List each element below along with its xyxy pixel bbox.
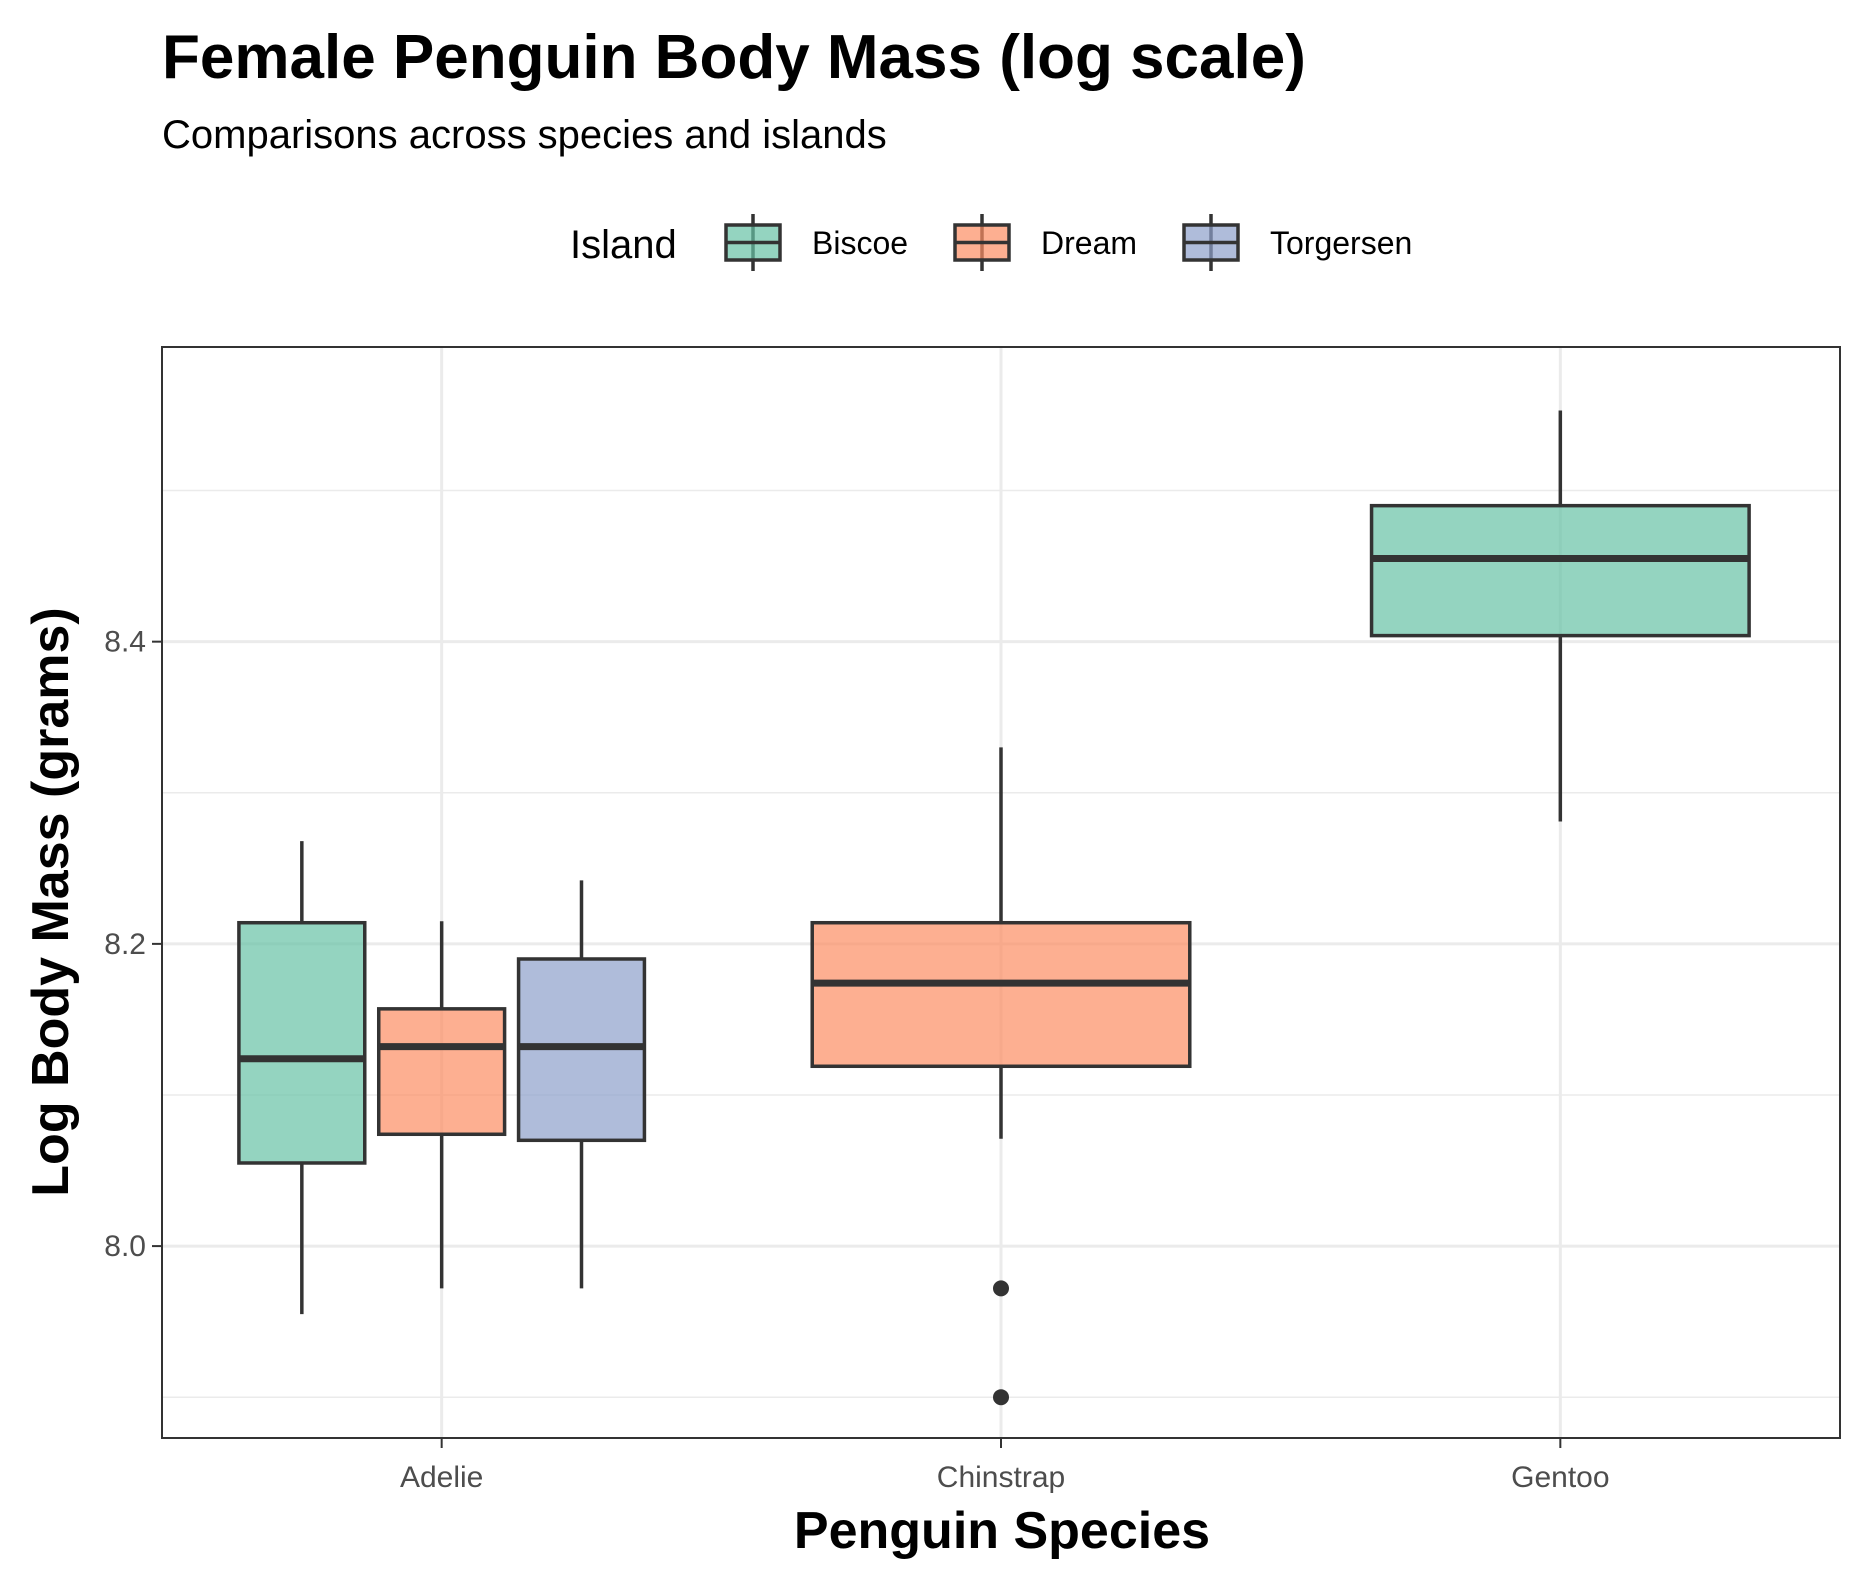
x-axis-title: Penguin Species [794,1502,1210,1560]
legend-label: Dream [1041,225,1137,261]
chart-title: Female Penguin Body Mass (log scale) [162,23,1306,92]
box-body [237,920,367,1165]
box-adelie-biscoe [237,841,367,1315]
outlier-point [993,1280,1009,1297]
chart-subtitle: Comparisons across species and islands [162,113,887,157]
y-tick-label: 8.0 [104,1230,146,1263]
y-axis-title: Log Body Mass (grams) [22,607,80,1196]
plot-area: 8.0 8.2 8.4 Adelie Chinstrap Gentoo [104,346,1841,1494]
box-body [376,1007,507,1137]
x-tick-label: Gentoo [1511,1461,1609,1494]
box-gentoo-biscoe [1369,410,1751,822]
legend: Island Biscoe Dream Torgersen [570,214,1412,271]
legend-key-biscoe: Biscoe [724,214,908,271]
y-tick-label: 8.4 [104,626,146,659]
x-tick-label: Chinstrap [937,1461,1065,1494]
legend-label: Biscoe [812,225,908,261]
legend-key-torgersen: Torgersen [1182,214,1412,271]
x-tick-label: Adelie [400,1461,483,1494]
legend-key-dream: Dream [953,214,1137,271]
box-chinstrap-dream [810,747,1192,1406]
box-adelie-dream [376,921,507,1289]
outlier-point [993,1389,1009,1406]
legend-label: Torgersen [1270,225,1412,261]
box-adelie-torgersen [516,880,647,1289]
legend-title: Island [570,223,677,267]
box-body [810,920,1192,1069]
y-tick-label: 8.2 [104,928,146,961]
box-body [1369,503,1751,638]
